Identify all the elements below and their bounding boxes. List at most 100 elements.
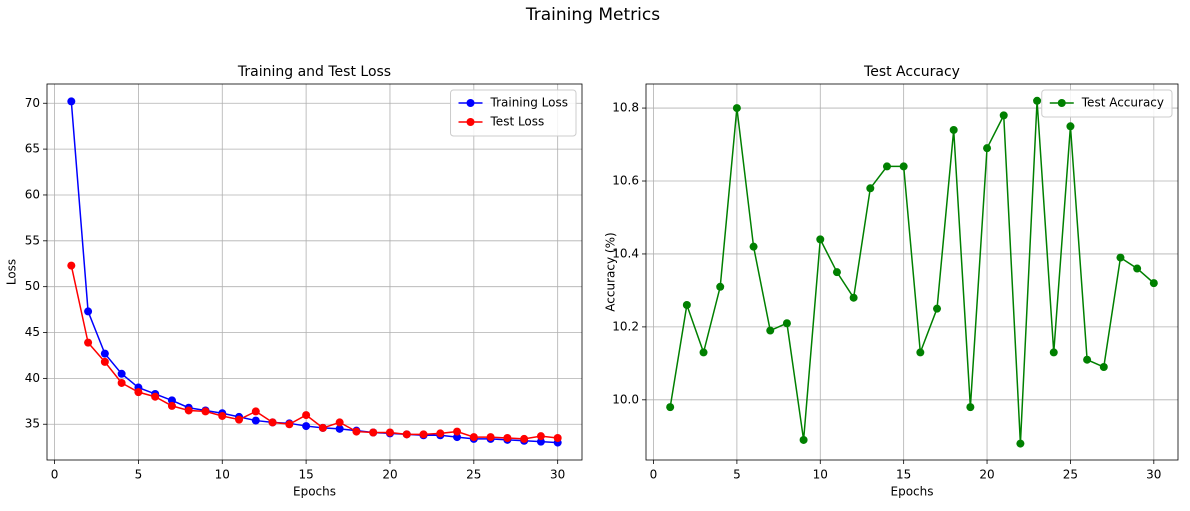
x-axis-label: Epochs <box>293 485 336 499</box>
y-tick-label: 10.0 <box>612 392 639 406</box>
data-point <box>899 162 908 171</box>
data-point <box>100 349 109 358</box>
data-point <box>469 433 478 442</box>
data-point <box>117 369 126 378</box>
data-point <box>1149 279 1158 288</box>
figure-title: Training Metrics <box>525 5 660 25</box>
y-tick-label: 50 <box>25 279 40 293</box>
data-point <box>268 418 277 427</box>
data-point <box>1033 96 1042 105</box>
y-tick-label: 45 <box>25 325 40 339</box>
x-tick-label: 0 <box>650 468 658 482</box>
x-tick-label: 10 <box>813 468 828 482</box>
legend-marker <box>466 118 475 126</box>
x-tick-label: 25 <box>466 468 481 482</box>
y-tick-label: 35 <box>25 417 40 431</box>
data-point <box>201 407 210 416</box>
x-axis-label: Epochs <box>891 485 934 499</box>
legend-label: Training Loss <box>490 96 568 110</box>
data-point <box>536 432 545 441</box>
y-tick-label: 55 <box>25 233 40 247</box>
data-point <box>167 401 176 410</box>
x-tick-label: 15 <box>896 468 911 482</box>
data-point <box>335 424 344 433</box>
legend: Test Accuracy <box>1041 89 1173 118</box>
x-tick-label: 20 <box>382 468 397 482</box>
data-point <box>503 433 512 442</box>
axes-frame <box>645 83 1179 461</box>
data-point <box>520 434 529 443</box>
data-point <box>882 162 891 171</box>
data-point <box>553 433 562 442</box>
data-point <box>933 304 942 313</box>
data-point <box>335 418 344 427</box>
data-point <box>67 261 76 270</box>
y-tick-label: 65 <box>25 142 40 156</box>
data-point <box>666 403 675 412</box>
data-point <box>352 427 361 436</box>
axes-frame <box>46 83 583 461</box>
data-point <box>766 326 775 335</box>
y-axis-label: Loss <box>5 259 19 285</box>
data-point <box>983 144 992 153</box>
data-point <box>318 423 327 432</box>
data-point <box>235 415 244 424</box>
data-point <box>436 429 445 438</box>
legend-label: Test Accuracy <box>1081 96 1164 110</box>
data-point <box>866 184 875 193</box>
data-point <box>151 392 160 401</box>
y-tick-label: 10.6 <box>612 174 639 188</box>
data-point <box>1116 253 1125 262</box>
y-tick-label: 10.8 <box>612 101 639 115</box>
series-line <box>70 101 558 444</box>
data-point <box>536 437 545 446</box>
data-point <box>84 338 93 347</box>
data-point <box>916 348 925 357</box>
y-axis-label: Accuracy (%) <box>604 232 618 311</box>
x-tick-label: 10 <box>215 468 230 482</box>
data-point <box>486 433 495 442</box>
data-point <box>251 407 260 416</box>
legend-label: Test Loss <box>490 115 545 129</box>
x-tick-label: 15 <box>298 468 313 482</box>
data-point <box>218 411 227 420</box>
x-tick-label: 0 <box>51 468 59 482</box>
data-point <box>285 420 294 429</box>
data-point <box>117 378 126 387</box>
x-tick-label: 30 <box>550 468 565 482</box>
y-tick-label: 10.4 <box>612 246 639 260</box>
data-point <box>799 435 808 444</box>
data-point <box>453 433 462 442</box>
data-point <box>699 348 708 357</box>
data-point <box>419 430 428 439</box>
data-point <box>716 282 725 291</box>
y-tick-label: 10.2 <box>612 319 639 333</box>
data-point <box>302 411 311 420</box>
data-point <box>1099 363 1108 372</box>
series-line <box>70 265 558 440</box>
data-point <box>732 104 741 113</box>
legend-marker <box>1057 99 1066 107</box>
data-point <box>369 428 378 437</box>
data-point <box>385 428 394 437</box>
x-tick-label: 20 <box>979 468 994 482</box>
data-point <box>849 293 858 302</box>
data-point <box>966 403 975 412</box>
data-point <box>682 301 691 310</box>
legend-frame <box>450 89 577 137</box>
data-point <box>1049 348 1058 357</box>
data-point <box>999 111 1008 120</box>
legend: Training Loss Test Loss <box>450 89 577 137</box>
x-tick-label: 5 <box>135 468 143 482</box>
data-point <box>949 125 958 134</box>
x-tick-label: 5 <box>733 468 741 482</box>
data-point <box>251 416 260 425</box>
legend-frame <box>1041 89 1173 118</box>
data-point <box>167 396 176 405</box>
data-point <box>782 319 791 328</box>
data-point <box>302 422 311 431</box>
series-line <box>669 100 1155 444</box>
data-point <box>84 307 93 316</box>
data-point <box>67 97 76 106</box>
